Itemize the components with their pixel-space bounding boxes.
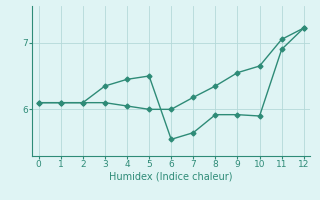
X-axis label: Humidex (Indice chaleur): Humidex (Indice chaleur) [109,172,233,182]
